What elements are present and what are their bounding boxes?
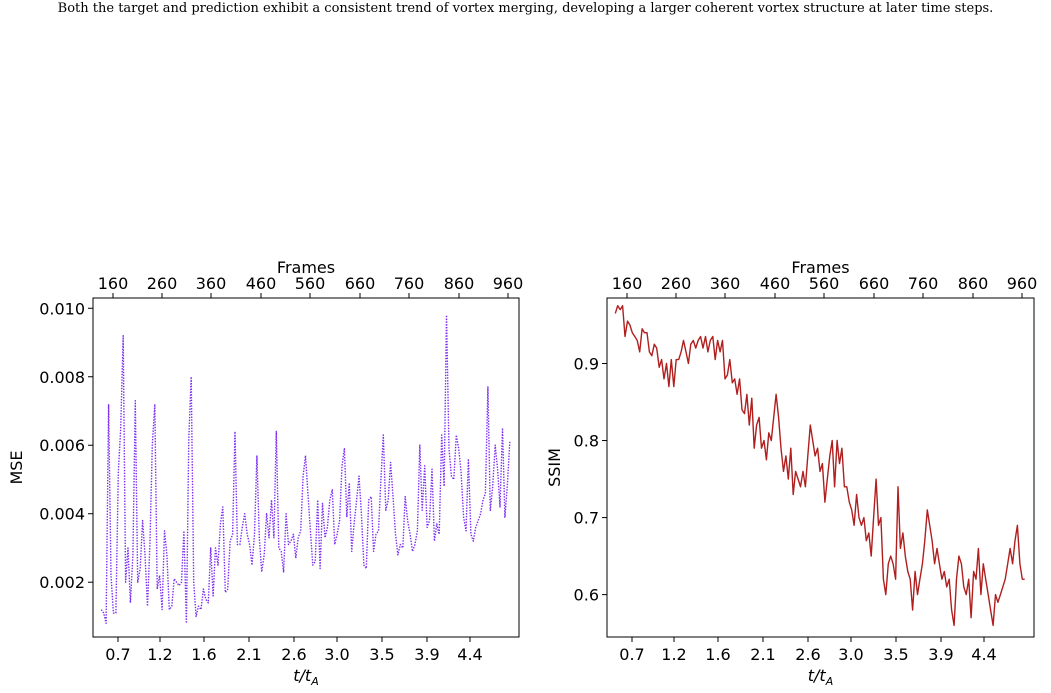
chart1-bottom-tick-label: 2.1	[236, 645, 261, 664]
chart2-y-tick-label: 0.9	[574, 354, 599, 373]
chart1-top-tick-label: 760	[394, 274, 425, 293]
chart1-y-tick-label: 0.006	[39, 436, 85, 455]
chart1-y-axis-label: MSE	[7, 450, 26, 484]
chart1-bottom-tick-label: 0.7	[105, 645, 130, 664]
chart2-bottom-tick-label: 4.4	[971, 645, 996, 664]
chart2-top-tick-label: 160	[612, 274, 643, 293]
chart1-y-tick-label: 0.008	[39, 368, 85, 387]
chart1-x-axis-label: t/tA	[293, 666, 318, 688]
chart1-top-tick-label: 360	[196, 274, 227, 293]
chart2-top-tick-label: 260	[661, 274, 692, 293]
chart2-bottom-tick-label: 2.6	[795, 645, 820, 664]
chart2-bottom-tick-label: 3.0	[838, 645, 863, 664]
chart1-top-tick-label: 460	[246, 274, 277, 293]
chart2-y-tick-label: 0.7	[574, 509, 599, 528]
chart2-x-axis-label: t/tA	[808, 666, 833, 688]
chart1-bottom-tick-label: 4.4	[457, 645, 482, 664]
chart2-y-tick-label: 0.8	[574, 432, 599, 451]
chart2-top-tick-label: 960	[1007, 274, 1038, 293]
chart2-bottom-tick-label: 1.6	[705, 645, 730, 664]
chart1-top-tick-label: 160	[98, 274, 129, 293]
chart1-frame	[92, 297, 520, 638]
chart2-top-tick-label: 660	[859, 274, 890, 293]
chart1-bottom-tick-label: 3.9	[414, 645, 439, 664]
chart1-bottom-tick-label: 3.5	[369, 645, 394, 664]
chart1-bottom-tick-label: 1.6	[191, 645, 216, 664]
chart1-y-tick-label: 0.002	[39, 573, 85, 592]
chart1-top-tick-label: 960	[493, 274, 524, 293]
chart2-series-line	[614, 305, 1025, 627]
chart1-y-tick-label: 0.004	[39, 505, 85, 524]
chart1-bottom-tick-label: 3.0	[324, 645, 349, 664]
chart2-bottom-tick-label: 2.1	[750, 645, 775, 664]
chart2-bottom-tick-label: 3.5	[883, 645, 908, 664]
chart1-series-line	[100, 314, 511, 624]
chart2-top-tick-label: 360	[710, 274, 741, 293]
chart2-y-tick-label: 0.6	[574, 586, 599, 605]
chart1-bottom-tick-label: 1.2	[147, 645, 172, 664]
figure-caption: Both the target and prediction exhibit a…	[57, 1, 994, 16]
chart2-top-tick-label: 760	[908, 274, 939, 293]
chart2-y-axis-label: SSIM	[545, 448, 564, 487]
chart2-frame	[606, 297, 1035, 638]
chart2-bottom-tick-label: 3.9	[928, 645, 953, 664]
chart1-top-tick-label: 260	[147, 274, 178, 293]
chart1-bottom-tick-label: 2.6	[281, 645, 306, 664]
chart1-top-tick-label: 560	[295, 274, 326, 293]
chart2-top-tick-label: 560	[809, 274, 840, 293]
chart2-top-tick-label: 860	[958, 274, 989, 293]
chart2-bottom-tick-label: 0.7	[619, 645, 644, 664]
chart2-bottom-tick-label: 1.2	[661, 645, 686, 664]
chart1-top-tick-label: 660	[345, 274, 376, 293]
chart1-top-axis-label: Frames	[277, 258, 335, 277]
chart1-y-tick-label: 0.010	[39, 299, 85, 318]
chart2-top-tick-label: 460	[760, 274, 791, 293]
chart2-top-axis-label: Frames	[791, 258, 849, 277]
chart1-top-tick-label: 860	[444, 274, 475, 293]
